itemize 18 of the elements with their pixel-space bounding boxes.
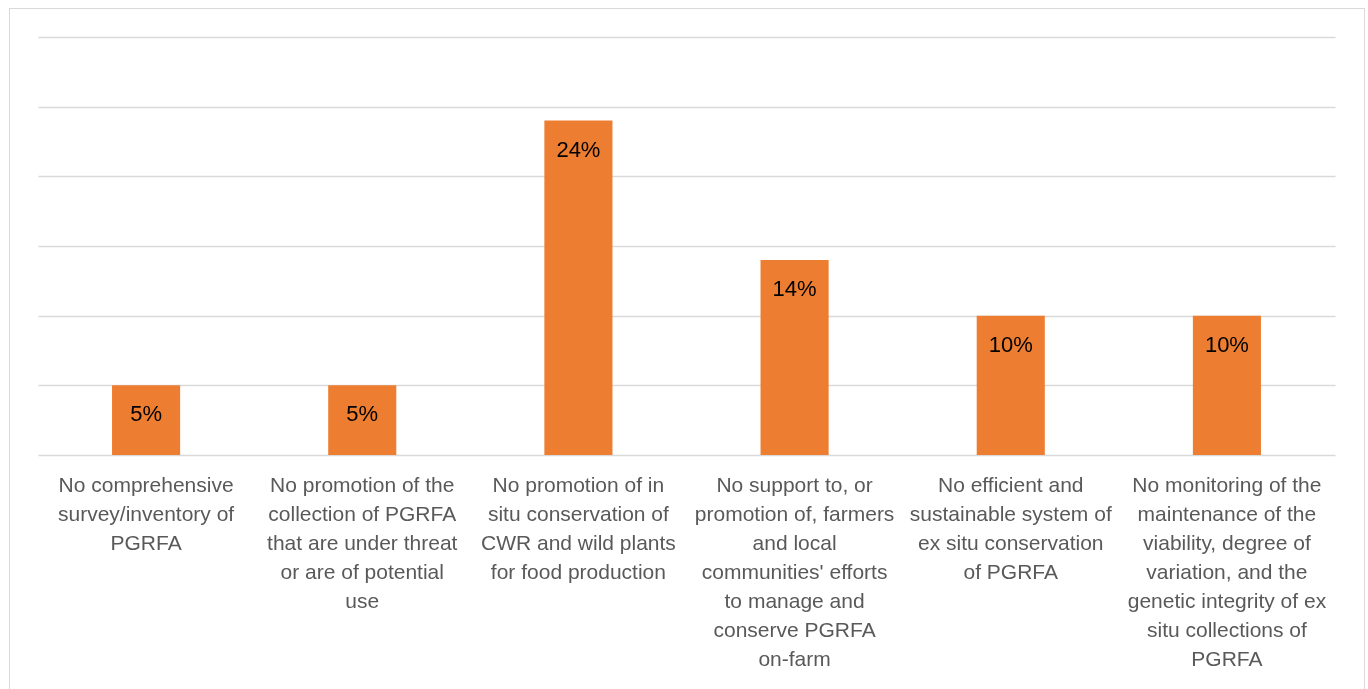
data-label: 10%	[1204, 331, 1249, 357]
bar	[1192, 315, 1261, 455]
bar	[544, 120, 613, 455]
data-label: 24%	[556, 136, 601, 162]
x-tick-label: No promotion of in situ conservation of CWR and wild plants for food production	[480, 472, 676, 583]
data-label: 5%	[346, 401, 379, 427]
x-tick-label: No promotion of the collection of PGRFA that are under threat or are of potential use	[267, 472, 458, 612]
x-tick-label: No efficient and sustainable system of ex situ conservation of PGRFA	[909, 472, 1112, 583]
data-label: 5%	[130, 401, 162, 427]
x-tick-label: No monitoring of the maintenance of the viability, degree of variation, and the genetic integrity of ex situ collections of PGRFA	[1127, 472, 1327, 670]
bar	[112, 385, 181, 455]
bar	[328, 385, 397, 455]
data-label: 14%	[772, 275, 817, 301]
x-tick-label: No comprehensive survey/inventory of PGRFA	[57, 472, 235, 554]
x-tick-label: No support to, or promotion of, farmers and local communities' efforts to manage and conserve PGRFA on-farm	[694, 472, 895, 670]
bar	[760, 259, 829, 455]
bar	[976, 315, 1045, 455]
data-label: 10%	[988, 331, 1033, 357]
